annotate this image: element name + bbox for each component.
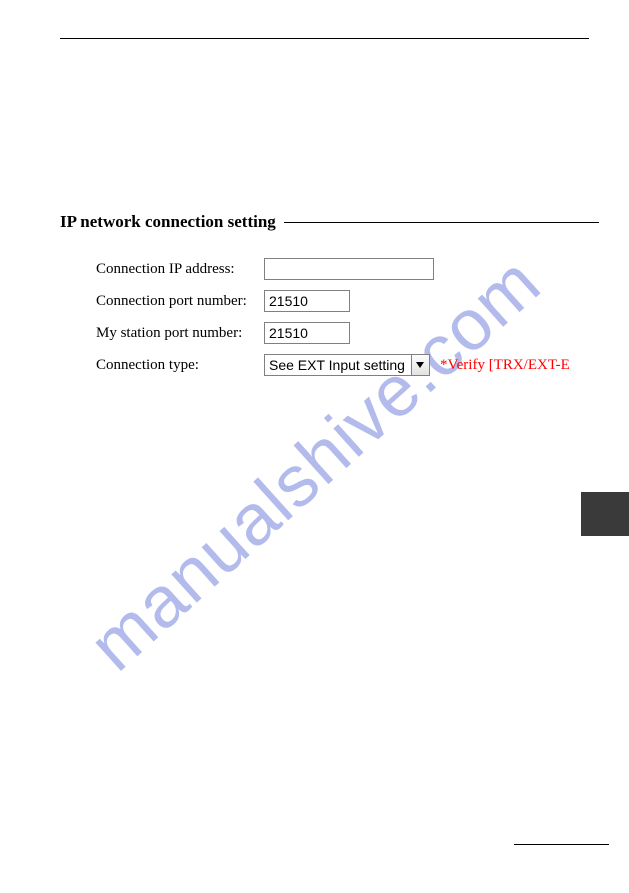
side-tab-marker	[581, 492, 629, 536]
settings-form-region: IP network connection setting Connection…	[60, 212, 599, 386]
label-connection-type: Connection type:	[96, 357, 264, 374]
row-connection-port: Connection port number:	[96, 290, 599, 312]
label-connection-port: Connection port number:	[96, 293, 264, 310]
label-my-station-port: My station port number:	[96, 325, 264, 342]
section-header: IP network connection setting	[60, 212, 599, 232]
input-connection-port[interactable]	[264, 290, 350, 312]
input-my-station-port[interactable]	[264, 322, 350, 344]
row-connection-type: Connection type: See EXT Input setting *…	[96, 354, 599, 376]
bottom-horizontal-rule	[514, 844, 609, 845]
top-horizontal-rule	[60, 38, 589, 39]
select-connection-type-value: See EXT Input setting	[265, 355, 411, 375]
section-title-rule	[284, 222, 599, 223]
section-title: IP network connection setting	[60, 212, 276, 232]
connection-type-note: *Verify [TRX/EXT-E	[440, 357, 570, 374]
label-connection-ip: Connection IP address:	[96, 261, 264, 278]
input-connection-ip[interactable]	[264, 258, 434, 280]
row-my-station-port: My station port number:	[96, 322, 599, 344]
select-connection-type[interactable]: See EXT Input setting	[264, 354, 430, 376]
dropdown-arrow-icon	[411, 355, 429, 375]
form-area: Connection IP address: Connection port n…	[60, 258, 599, 376]
row-connection-ip: Connection IP address:	[96, 258, 599, 280]
